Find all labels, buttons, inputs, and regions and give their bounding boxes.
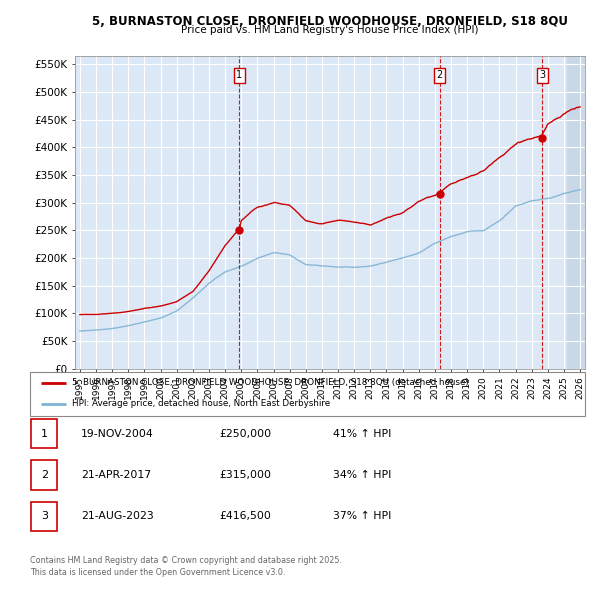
Bar [567, 56, 596, 369]
Text: 21-APR-2017: 21-APR-2017 [81, 470, 151, 480]
Text: 2: 2 [41, 470, 48, 480]
Text: £416,500: £416,500 [219, 512, 271, 521]
Text: 5, BURNASTON CLOSE, DRONFIELD WOODHOUSE, DRONFIELD, S18 8QU: 5, BURNASTON CLOSE, DRONFIELD WOODHOUSE,… [92, 15, 568, 28]
Text: Price paid vs. HM Land Registry's House Price Index (HPI): Price paid vs. HM Land Registry's House … [181, 25, 479, 35]
Text: Contains HM Land Registry data © Crown copyright and database right 2025.: Contains HM Land Registry data © Crown c… [30, 556, 342, 565]
Text: £250,000: £250,000 [219, 429, 271, 438]
Text: 34% ↑ HPI: 34% ↑ HPI [333, 470, 391, 480]
Text: 19-NOV-2004: 19-NOV-2004 [81, 429, 154, 438]
Text: 3: 3 [539, 70, 545, 80]
Text: 1: 1 [41, 429, 48, 438]
Text: 41% ↑ HPI: 41% ↑ HPI [333, 429, 391, 438]
Text: 3: 3 [41, 512, 48, 521]
Text: 1: 1 [236, 70, 242, 80]
Text: 37% ↑ HPI: 37% ↑ HPI [333, 512, 391, 521]
Text: 5, BURNASTON CLOSE, DRONFIELD WOODHOUSE, DRONFIELD, S18 8QU (detached house): 5, BURNASTON CLOSE, DRONFIELD WOODHOUSE,… [71, 378, 469, 387]
Text: HPI: Average price, detached house, North East Derbyshire: HPI: Average price, detached house, Nort… [71, 399, 330, 408]
Bar [567, 56, 596, 369]
Text: 21-AUG-2023: 21-AUG-2023 [81, 512, 154, 521]
Text: 2: 2 [437, 70, 443, 80]
Text: This data is licensed under the Open Government Licence v3.0.: This data is licensed under the Open Gov… [30, 568, 286, 577]
Text: £315,000: £315,000 [219, 470, 271, 480]
